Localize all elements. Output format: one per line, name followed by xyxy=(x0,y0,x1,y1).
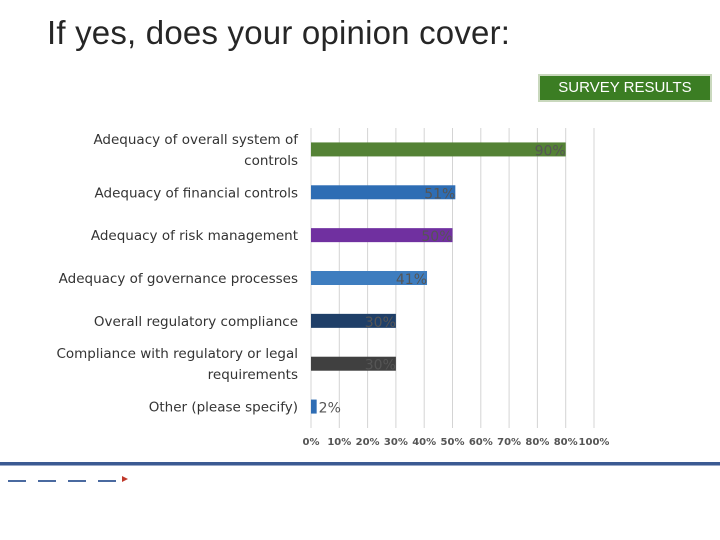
x-tick-label: 80% xyxy=(525,437,549,448)
category-label: Adequacy of financial controls xyxy=(95,185,298,201)
footer-divider-thin xyxy=(0,465,720,466)
category-label: controls xyxy=(244,153,298,169)
category-label: Adequacy of governance processes xyxy=(59,271,298,287)
x-tick-label: 10% xyxy=(327,437,351,448)
x-tick-label: 60% xyxy=(469,437,493,448)
bar xyxy=(311,185,456,200)
bar xyxy=(311,142,566,157)
x-tick-label: 20% xyxy=(356,437,380,448)
data-label: 50% xyxy=(421,229,452,245)
x-tick-label: 80% xyxy=(554,437,578,448)
survey-results-badge: SURVEY RESULTS xyxy=(538,74,712,102)
category-label: requirements xyxy=(208,367,298,383)
x-tick-label: 50% xyxy=(441,437,465,448)
category-label: Other (please specify) xyxy=(149,400,298,416)
category-label: Adequacy of risk management xyxy=(91,228,298,244)
data-label: 90% xyxy=(535,143,566,159)
bar xyxy=(311,399,317,414)
x-tick-label: 100% xyxy=(579,437,610,448)
x-tick-label: 70% xyxy=(497,437,521,448)
x-tick-label: 0% xyxy=(303,437,320,448)
x-tick-label: 40% xyxy=(412,437,436,448)
bar xyxy=(311,271,428,285)
footer-divider xyxy=(0,462,720,465)
data-label: 51% xyxy=(424,186,455,202)
category-label: Adequacy of overall system of xyxy=(93,132,299,148)
x-tick-label: 30% xyxy=(384,437,408,448)
bar xyxy=(311,313,396,328)
bar xyxy=(311,356,396,371)
data-label: 30% xyxy=(365,358,396,374)
category-label: Compliance with regulatory or legal xyxy=(56,346,298,362)
data-label: 30% xyxy=(365,315,396,331)
category-label: Overall regulatory compliance xyxy=(94,314,298,330)
data-label: 41% xyxy=(396,272,427,288)
bar xyxy=(311,228,453,243)
page-title: If yes, does your opinion cover: xyxy=(47,14,511,51)
data-label: 2% xyxy=(319,401,341,417)
logo-fragment xyxy=(8,476,128,482)
